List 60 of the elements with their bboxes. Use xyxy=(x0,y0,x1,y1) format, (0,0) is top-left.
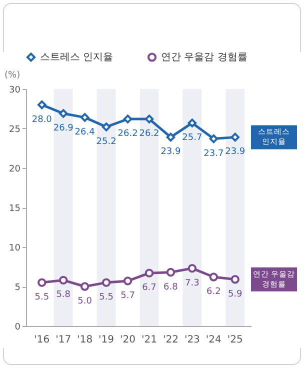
data-label: 26.2 xyxy=(118,129,138,140)
x-tick-label: '22 xyxy=(162,334,178,346)
point xyxy=(188,118,197,128)
data-label: 5.7 xyxy=(120,290,135,301)
data-label: 5.0 xyxy=(78,296,92,306)
legend-label: 연간 우울감 경험률 xyxy=(161,52,248,64)
point xyxy=(38,278,46,287)
data-label: 23.9 xyxy=(160,147,181,158)
data-label: 7.3 xyxy=(185,278,200,288)
data-label: 26.2 xyxy=(139,129,160,140)
data-label: 5.5 xyxy=(34,292,50,303)
y-tick-label: 30 xyxy=(9,86,21,96)
point xyxy=(59,276,68,285)
y-tick-label: 20 xyxy=(9,164,21,174)
y-tick-label: 25 xyxy=(9,125,20,135)
x-tick-label: '23 xyxy=(184,334,200,346)
data-label: 26.9 xyxy=(53,123,74,134)
point xyxy=(123,276,132,286)
point xyxy=(166,268,176,277)
x-tick-label: '18 xyxy=(77,334,93,346)
point xyxy=(123,114,132,124)
data-label: 5.8 xyxy=(56,290,71,300)
point xyxy=(144,114,154,124)
point xyxy=(188,264,197,273)
data-label: 26.4 xyxy=(74,127,96,138)
data-label: 6.8 xyxy=(164,282,178,292)
x-tick-label: '20 xyxy=(120,334,136,346)
point xyxy=(230,275,240,284)
point xyxy=(38,100,46,110)
x-tick-label: '24 xyxy=(206,334,222,346)
data-label: 25.2 xyxy=(96,136,116,147)
x-tick-label: '19 xyxy=(98,334,114,346)
data-label: 5.9 xyxy=(228,289,243,300)
point xyxy=(102,122,111,132)
data-label: 6.2 xyxy=(206,287,221,298)
point xyxy=(209,134,218,144)
x-tick-label: '25 xyxy=(227,334,243,346)
point xyxy=(80,113,90,122)
point xyxy=(102,278,111,287)
point xyxy=(59,109,68,118)
point xyxy=(166,132,176,142)
point xyxy=(230,132,240,142)
data-label: 6.7 xyxy=(142,283,156,294)
data-label: 28.0 xyxy=(32,114,52,125)
y-tick-label: 5 xyxy=(14,283,20,293)
point xyxy=(144,268,154,278)
data-label: 5.5 xyxy=(99,292,114,303)
point xyxy=(80,282,90,291)
y-tick-label: 0 xyxy=(14,322,21,332)
x-tick-label: '17 xyxy=(56,334,72,346)
point xyxy=(209,272,218,282)
data-label: 25.7 xyxy=(182,132,202,143)
y-tick-label: 15 xyxy=(9,204,20,214)
x-tick-label: '16 xyxy=(34,334,50,346)
y-tick-label: 10 xyxy=(9,244,21,254)
legend-label: 스트레스 인지율 xyxy=(40,52,114,64)
data-label: 23.7 xyxy=(204,148,224,159)
y-axis-title: (%) xyxy=(4,70,20,80)
data-label: 23.9 xyxy=(225,147,246,158)
x-tick-label: '21 xyxy=(141,334,157,346)
